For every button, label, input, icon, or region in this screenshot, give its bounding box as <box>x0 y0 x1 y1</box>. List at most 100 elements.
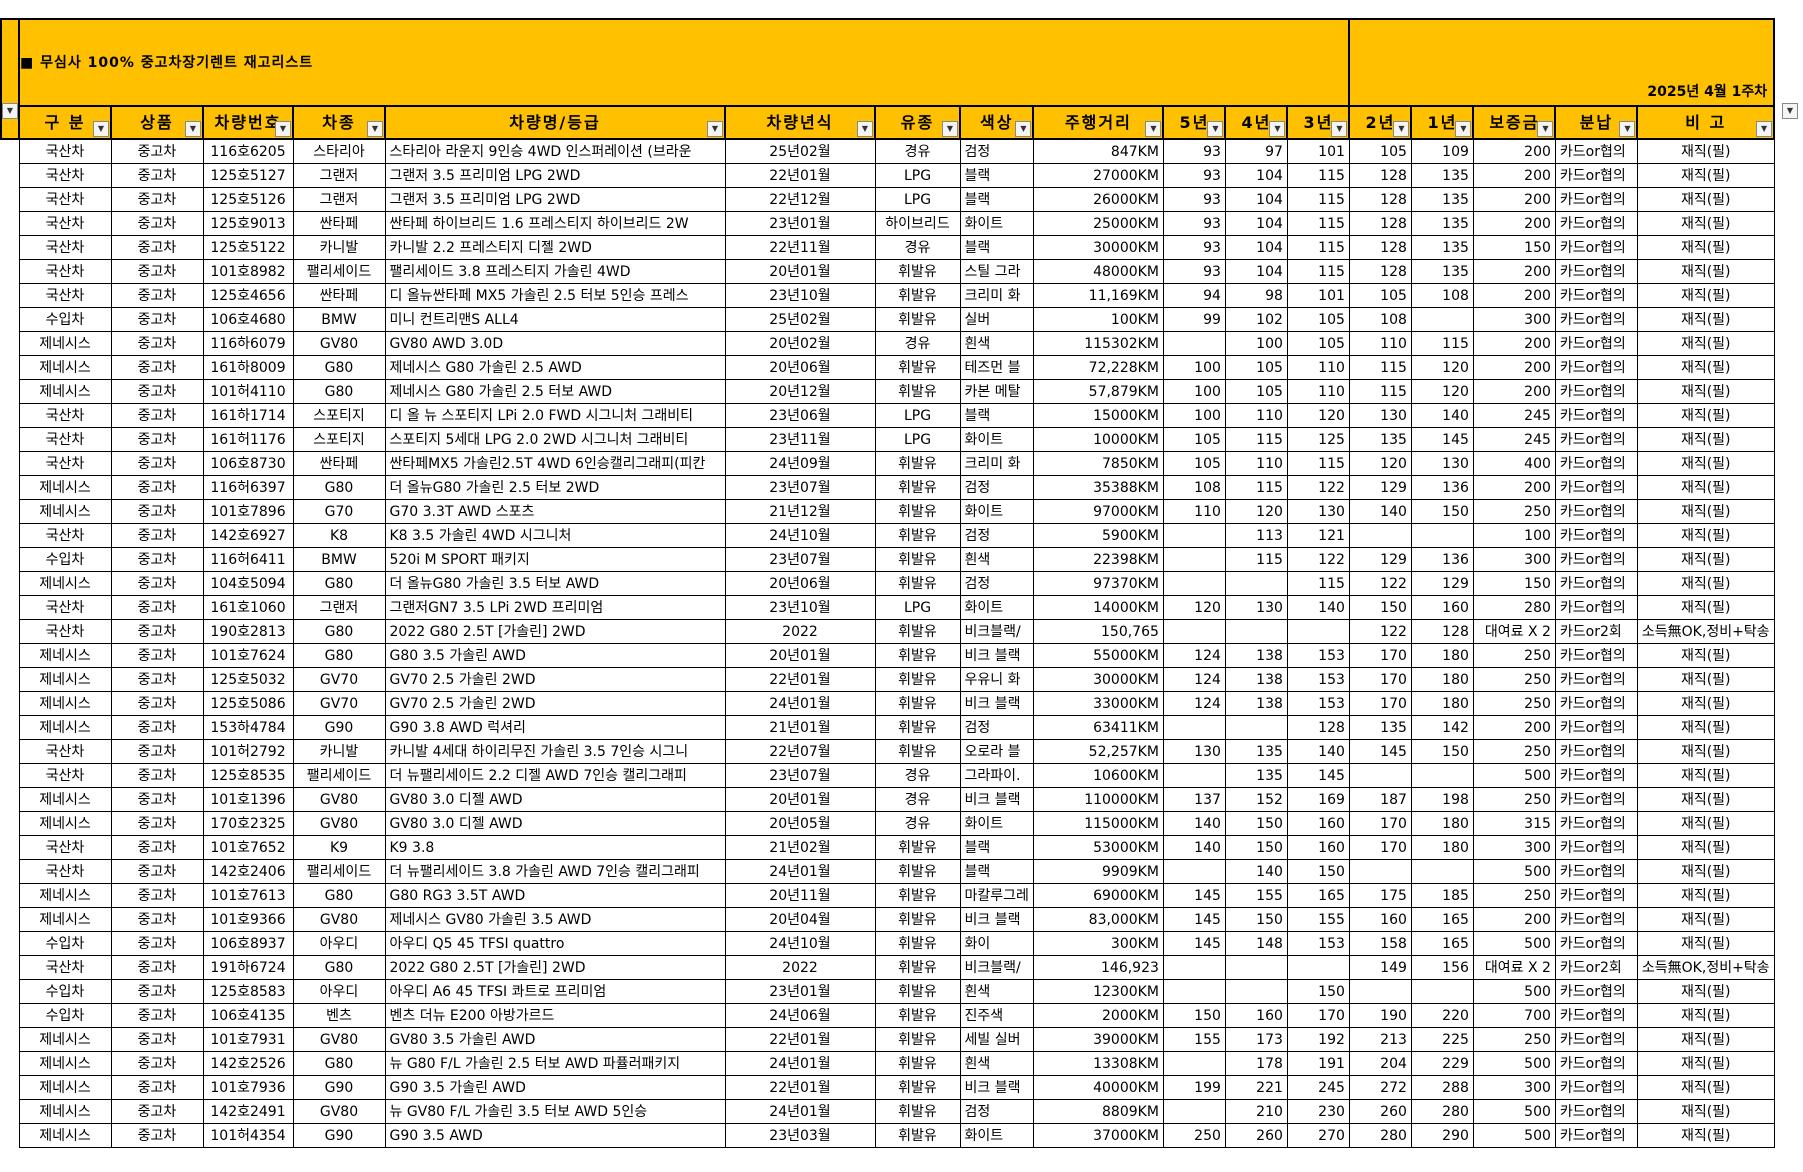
table-cell[interactable]: 카드or2회 <box>1554 619 1638 644</box>
table-cell[interactable]: GV70 <box>292 691 386 716</box>
table-cell[interactable]: G90 <box>292 715 386 740</box>
table-cell[interactable]: 105 <box>1162 451 1226 476</box>
table-cell[interactable]: 199 <box>1162 1075 1226 1100</box>
table-cell[interactable]: 104 <box>1224 235 1288 260</box>
table-cell[interactable]: 135 <box>1410 259 1474 284</box>
table-cell[interactable]: 카니발 4세대 하이리무진 가솔린 3.5 7인승 시그니 <box>384 739 726 764</box>
table-cell[interactable]: G80 <box>292 883 386 908</box>
table-cell[interactable]: 104 <box>1224 259 1288 284</box>
table-cell[interactable]: 140 <box>1162 811 1226 836</box>
table-cell[interactable]: 벤츠 <box>292 1003 386 1028</box>
table-cell[interactable]: 휘발유 <box>874 547 961 572</box>
table-cell[interactable]: 270 <box>1286 1123 1350 1148</box>
table-cell[interactable]: 디 올뉴싼타페 MX5 가솔린 2.5 터보 5인승 프레스 <box>384 283 726 308</box>
table-cell[interactable]: 135 <box>1224 739 1288 764</box>
table-cell[interactable]: 재직(필) <box>1636 691 1775 716</box>
table-cell[interactable]: GV80 3.5 가솔린 AWD <box>384 1027 726 1052</box>
table-cell[interactable]: 중고차 <box>110 283 204 308</box>
table-cell[interactable]: 140 <box>1410 403 1474 428</box>
table-cell[interactable]: 250 <box>1472 667 1556 692</box>
table-cell[interactable]: 99 <box>1162 307 1226 332</box>
table-cell[interactable]: 중고차 <box>110 571 204 596</box>
table-cell[interactable]: 250 <box>1472 499 1556 524</box>
table-cell[interactable]: 중고차 <box>110 331 204 356</box>
table-cell[interactable]: 104호5094 <box>202 571 294 596</box>
table-cell[interactable]: 2022 <box>724 955 876 980</box>
table-cell[interactable]: 175 <box>1348 883 1412 908</box>
table-cell[interactable]: 191하6724 <box>202 955 294 980</box>
table-cell[interactable]: BMW <box>292 547 386 572</box>
table-cell[interactable]: 휘발유 <box>874 1051 961 1076</box>
table-cell[interactable]: 170호2325 <box>202 811 294 836</box>
table-cell[interactable]: 재직(필) <box>1636 907 1775 932</box>
table-cell[interactable] <box>1224 955 1288 980</box>
table-cell[interactable]: 검정 <box>959 138 1034 164</box>
table-cell[interactable]: 스포티지 <box>292 427 386 452</box>
table-cell[interactable]: 500 <box>1472 763 1556 788</box>
table-cell[interactable]: 22년01월 <box>724 1075 876 1100</box>
table-cell[interactable]: 140 <box>1348 499 1412 524</box>
table-cell[interactable]: 팰리세이드 <box>292 763 386 788</box>
table-cell[interactable]: 142호2491 <box>202 1099 294 1124</box>
table-cell[interactable]: 122 <box>1348 619 1412 644</box>
table-cell[interactable]: 300 <box>1472 547 1556 572</box>
table-cell[interactable]: 중고차 <box>110 235 204 260</box>
table-cell[interactable]: 카드or협의 <box>1554 499 1638 524</box>
table-cell[interactable]: 수입차 <box>18 979 112 1004</box>
table-cell[interactable] <box>1348 859 1412 884</box>
table-cell[interactable]: 비크 블랙 <box>959 691 1034 716</box>
table-cell[interactable]: 카드or협의 <box>1554 475 1638 500</box>
table-cell[interactable]: 그랜저 3.5 프리미엄 LPG 2WD <box>384 187 726 212</box>
table-cell[interactable]: 카드or협의 <box>1554 739 1638 764</box>
table-cell[interactable]: 250 <box>1162 1123 1226 1148</box>
table-cell[interactable]: 125호5122 <box>202 235 294 260</box>
table-cell[interactable]: 136 <box>1410 475 1474 500</box>
table-cell[interactable]: 26000KM <box>1032 187 1164 212</box>
table-cell[interactable]: 화이 <box>959 931 1034 956</box>
table-cell[interactable]: 재직(필) <box>1636 763 1775 788</box>
table-cell[interactable] <box>1162 523 1226 548</box>
table-cell[interactable]: 중고차 <box>110 1051 204 1076</box>
table-cell[interactable] <box>1410 859 1474 884</box>
table-cell[interactable]: 30000KM <box>1032 235 1164 260</box>
table-cell[interactable]: 140 <box>1162 835 1226 860</box>
table-cell[interactable]: 카드or협의 <box>1554 187 1638 212</box>
table-cell[interactable]: 중고차 <box>110 187 204 212</box>
table-cell[interactable]: 흰색 <box>959 331 1034 356</box>
table-cell[interactable]: 검정 <box>959 475 1034 500</box>
table-cell[interactable]: 중고차 <box>110 403 204 428</box>
table-cell[interactable]: 재직(필) <box>1636 787 1775 812</box>
table-cell[interactable]: 중고차 <box>110 739 204 764</box>
table-cell[interactable]: 125호4656 <box>202 283 294 308</box>
table-cell[interactable]: 그라파이. <box>959 763 1034 788</box>
table-cell[interactable]: 국산차 <box>18 763 112 788</box>
table-cell[interactable] <box>1224 571 1288 596</box>
table-cell[interactable]: 97370KM <box>1032 571 1164 596</box>
table-cell[interactable]: 하이브리드 <box>874 211 961 236</box>
table-cell[interactable]: 170 <box>1286 1003 1350 1028</box>
table-cell[interactable]: 125호5032 <box>202 667 294 692</box>
table-cell[interactable]: 128 <box>1286 715 1350 740</box>
table-cell[interactable]: 24년01월 <box>724 1051 876 1076</box>
table-cell[interactable]: 재직(필) <box>1636 739 1775 764</box>
table-cell[interactable]: 국산차 <box>18 235 112 260</box>
table-cell[interactable]: 재직(필) <box>1636 547 1775 572</box>
table-cell[interactable]: 102 <box>1224 307 1288 332</box>
table-cell[interactable]: 115 <box>1286 259 1350 284</box>
table-cell[interactable]: 153 <box>1286 931 1350 956</box>
table-cell[interactable]: 팰리세이드 <box>292 859 386 884</box>
table-cell[interactable]: 검정 <box>959 715 1034 740</box>
table-cell[interactable]: 145 <box>1162 883 1226 908</box>
table-cell[interactable]: 중고차 <box>110 715 204 740</box>
table-cell[interactable]: 재직(필) <box>1636 979 1775 1004</box>
table-cell[interactable]: 비크 블랙 <box>959 1075 1034 1100</box>
table-cell[interactable]: 93 <box>1162 138 1226 164</box>
table-cell[interactable]: 제네시스 <box>18 1027 112 1052</box>
table-cell[interactable]: 260 <box>1348 1099 1412 1124</box>
table-cell[interactable]: GV80 <box>292 1099 386 1124</box>
table-cell[interactable]: 디 올 뉴 스포티지 LPi 2.0 FWD 시그니처 그래비티 <box>384 403 726 428</box>
column-header[interactable]: 상품 ▼ <box>110 105 204 140</box>
table-cell[interactable]: 200 <box>1472 283 1556 308</box>
table-cell[interactable]: 110 <box>1224 451 1288 476</box>
table-cell[interactable]: 128 <box>1348 259 1412 284</box>
